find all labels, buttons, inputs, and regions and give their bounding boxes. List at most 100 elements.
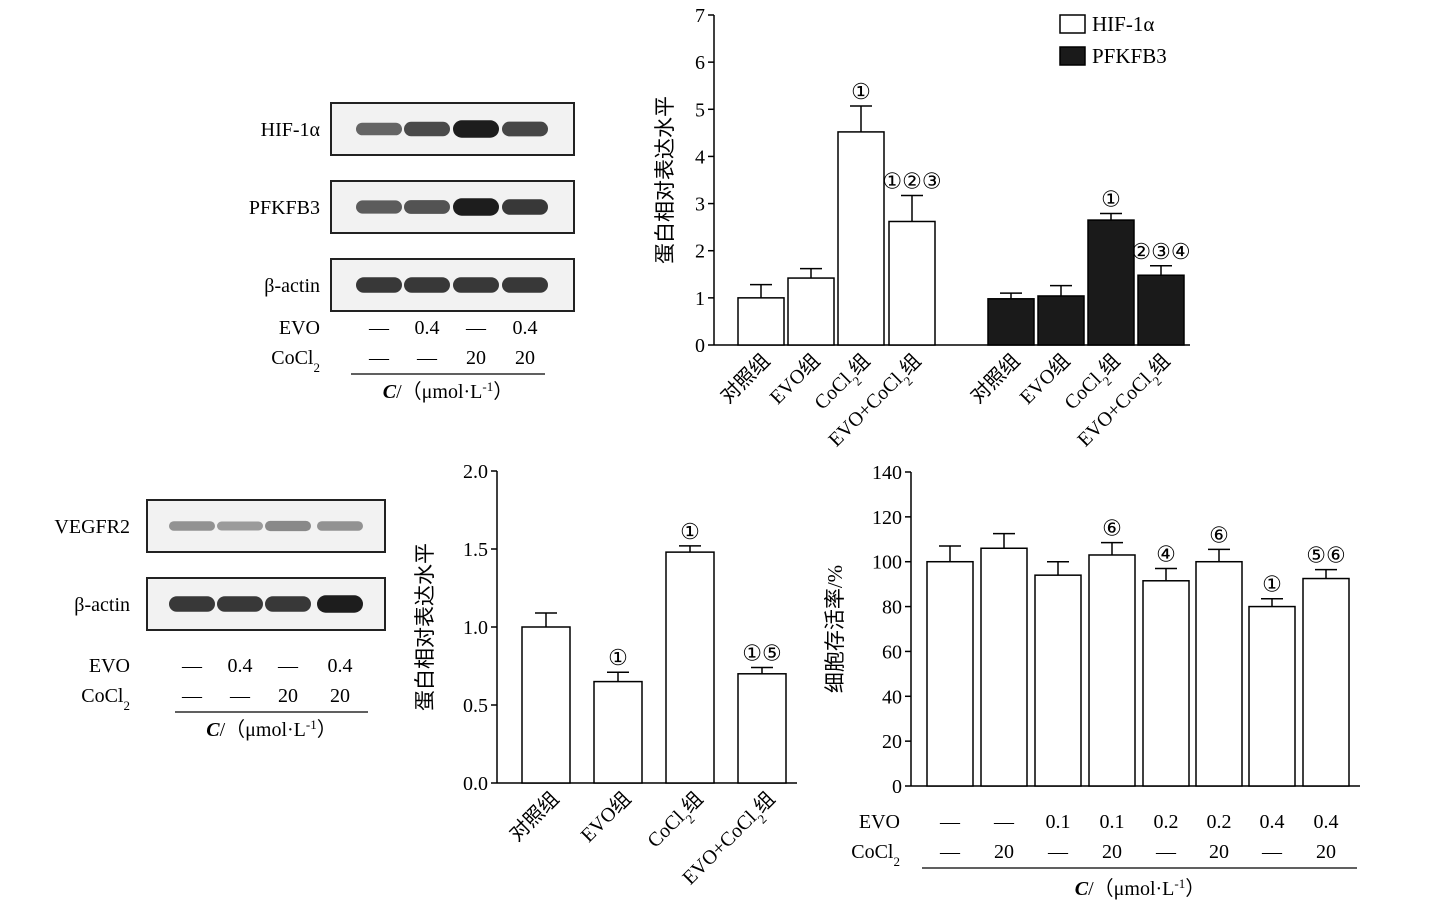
bar (593, 680, 643, 784)
bar (980, 547, 1028, 787)
condition-label: EVO (859, 811, 900, 833)
blot-band (356, 277, 402, 293)
x-tick-label: EVO+CoCl2组 (824, 349, 930, 455)
bar (987, 298, 1035, 346)
y-tick-label: 6 (695, 52, 705, 74)
y-tick-label: 4 (695, 146, 705, 168)
y-tick-label: 0.5 (463, 695, 488, 717)
bar (737, 297, 785, 346)
blot-band (317, 595, 363, 613)
blot-band (217, 521, 263, 531)
bar (888, 220, 936, 346)
condition-value: 20 (994, 841, 1014, 863)
blot-band (404, 121, 450, 137)
condition-value: — (181, 685, 203, 707)
bar (1034, 574, 1082, 787)
y-tick-label: 20 (882, 731, 902, 753)
condition-label: CoCl2 (271, 347, 320, 375)
bar (1088, 554, 1136, 787)
condition-value: — (368, 347, 390, 369)
significance-marker: ① (680, 519, 700, 544)
blot-band (356, 122, 402, 136)
bar (926, 560, 974, 787)
significance-marker: ①⑤ (742, 641, 781, 666)
condition-value: — (277, 655, 299, 677)
condition-value: — (229, 685, 251, 707)
condition-value: 20 (330, 685, 350, 707)
unit-label: C/（μmol·L-1） (206, 717, 336, 742)
blot-band (453, 120, 499, 138)
y-tick-label: 2.0 (463, 461, 488, 483)
condition-value: 0.4 (1314, 811, 1339, 833)
condition-value: — (939, 841, 961, 863)
y-tick-label: 120 (872, 507, 902, 529)
y-axis-label: 蛋白相对表达水平 (413, 543, 437, 711)
blot-row-label: β-actin (74, 594, 130, 616)
western-blot-bottom: VEGFR2 β-actin EVO — 0.4 — 0.4 CoCl2 — — 20 20 C/（μm… (54, 499, 386, 742)
bar (1087, 219, 1135, 346)
y-tick-label: 3 (695, 194, 705, 216)
significance-marker: ① (1101, 186, 1121, 211)
significance-marker: ①②③ (882, 169, 941, 194)
blot-band (265, 520, 311, 532)
blot-band (502, 199, 548, 215)
y-tick-label: 0 (695, 335, 705, 357)
bar (1142, 580, 1190, 787)
y-tick-label: 0.0 (463, 773, 488, 795)
unit-label: C/（μmol·L-1） (1075, 876, 1205, 901)
y-tick-label: 1 (695, 288, 705, 310)
blot-band (356, 200, 402, 214)
y-tick-label: 1.0 (463, 617, 488, 639)
bar (1302, 577, 1350, 787)
condition-value: 20 (515, 347, 535, 369)
y-axis-label: 蛋白相对表达水平 (653, 96, 677, 264)
bar-chart-hif-pfkfb3: 01234567蛋白相对表达水平对照组EVO组①CoCl2组①②③EVO+CoC… (653, 5, 1191, 455)
condition-label: EVO (89, 655, 130, 677)
condition-value: 0.1 (1046, 811, 1071, 833)
y-tick-label: 5 (695, 99, 705, 121)
bar (787, 277, 835, 346)
condition-value: 0.2 (1207, 811, 1232, 833)
legend-swatch (1059, 46, 1086, 66)
condition-label: CoCl2 (81, 685, 130, 713)
blot-band (169, 521, 215, 531)
blot-band (169, 596, 215, 612)
condition-value: 20 (1316, 841, 1336, 863)
condition-value: — (416, 347, 438, 369)
x-tick-label: EVO组 (576, 787, 635, 846)
condition-value: 20 (1102, 841, 1122, 863)
condition-value: 0.2 (1154, 811, 1179, 833)
significance-marker: ① (608, 645, 628, 670)
blot-band (502, 121, 548, 137)
x-tick-label: 对照组 (966, 349, 1025, 408)
condition-value: 20 (278, 685, 298, 707)
bar (521, 626, 571, 784)
y-axis-label: 细胞存活率/% (823, 565, 847, 693)
y-tick-label: 1.5 (463, 539, 488, 561)
unit-label: C/（μmol·L-1） (383, 379, 513, 404)
significance-marker: ⑤⑥ (1306, 543, 1345, 568)
blot-row-label: PFKFB3 (249, 197, 320, 219)
y-tick-label: 60 (882, 641, 902, 663)
significance-marker: ① (1262, 572, 1282, 597)
condition-label: CoCl2 (851, 841, 900, 869)
y-tick-label: 0 (892, 776, 902, 798)
bar (1037, 295, 1085, 346)
bar (1248, 605, 1296, 787)
significance-marker: ⑥ (1209, 522, 1229, 547)
x-tick-label: 对照组 (716, 349, 775, 408)
blot-band (404, 200, 450, 214)
blot-band (404, 277, 450, 293)
condition-value: — (939, 811, 961, 833)
condition-value: 0.4 (415, 317, 440, 339)
blot-band (453, 277, 499, 293)
condition-value: 0.1 (1100, 811, 1125, 833)
bar (1137, 274, 1185, 346)
condition-value: 0.4 (513, 317, 538, 339)
condition-value: 20 (466, 347, 486, 369)
legend-label: HIF-1α (1092, 12, 1154, 36)
bar (837, 131, 885, 346)
significance-marker: ②③④ (1131, 239, 1190, 264)
blot-band (317, 521, 363, 531)
condition-value: 0.4 (328, 655, 353, 677)
